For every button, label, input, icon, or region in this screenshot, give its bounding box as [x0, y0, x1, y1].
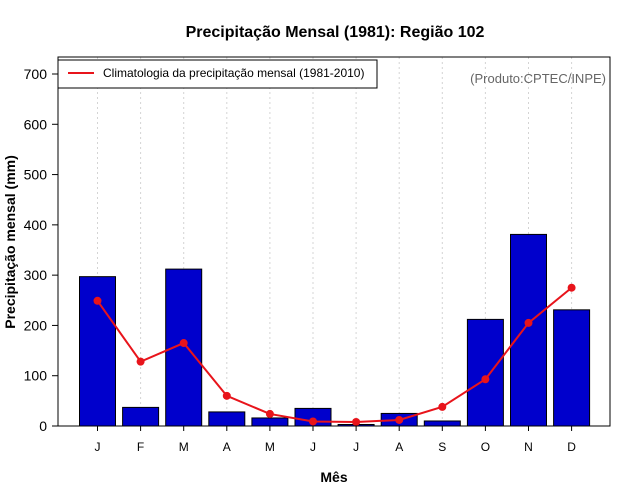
- y-axis: 0 100 200 300 400 500 600 700: [24, 66, 58, 434]
- y-tick-label: 600: [24, 116, 48, 132]
- x-tick-label: N: [524, 440, 533, 454]
- y-tick-label: 500: [24, 167, 48, 183]
- chart-title: Precipitação Mensal (1981): Região 102: [186, 24, 485, 41]
- grid-lines: [97, 57, 573, 426]
- x-tick-label: J: [353, 440, 359, 454]
- legend-label: Climatologia da precipitação mensal (198…: [103, 66, 364, 80]
- climatology-point: [481, 375, 490, 384]
- y-tick-label: 200: [24, 317, 48, 333]
- x-tick-label: J: [95, 440, 101, 454]
- line-series: [93, 283, 576, 426]
- climatology-point: [309, 417, 317, 426]
- climatology-point: [222, 391, 231, 400]
- x-tick-label: M: [265, 440, 275, 454]
- climatology-point: [136, 357, 145, 366]
- bar: [553, 309, 591, 427]
- x-tick-label: D: [567, 440, 576, 454]
- x-tick-label: S: [438, 440, 446, 454]
- x-tick-label: F: [137, 440, 144, 454]
- bar: [510, 233, 547, 427]
- x-tick-label: J: [310, 440, 316, 454]
- y-tick-label: 100: [24, 368, 48, 384]
- legend: Climatologia da precipitação mensal (198…: [57, 59, 378, 89]
- climatology-point: [179, 339, 188, 348]
- x-axis-label: Mês: [320, 469, 347, 485]
- climatology-point: [352, 417, 361, 426]
- y-tick-label: 400: [24, 217, 48, 233]
- bar: [122, 406, 160, 427]
- x-tick-label: O: [481, 440, 490, 454]
- bar: [251, 417, 289, 427]
- y-tick-label: 300: [24, 267, 48, 283]
- product-credit: (Produto:CPTEC/INPE): [470, 71, 606, 86]
- bar: [466, 318, 504, 427]
- climatology-point: [438, 402, 447, 411]
- plot-frame: [57, 56, 611, 427]
- bar: [208, 411, 246, 427]
- climatology-point: [395, 415, 404, 424]
- climatology-point: [567, 283, 576, 292]
- climatology-point: [524, 318, 533, 327]
- y-axis-label: Precipitação mensal (mm): [2, 155, 18, 329]
- bar-series: [79, 233, 591, 427]
- climatology-line: [96, 286, 573, 423]
- bar: [423, 420, 461, 427]
- x-tick-label: M: [179, 440, 189, 454]
- x-tick-label: A: [223, 440, 231, 454]
- climatology-point: [93, 296, 102, 305]
- x-tick-label: A: [395, 440, 403, 454]
- climatology-point: [265, 409, 274, 418]
- legend-box: [57, 59, 378, 89]
- y-tick-label: 700: [24, 66, 48, 82]
- y-tick-label: 0: [39, 418, 47, 434]
